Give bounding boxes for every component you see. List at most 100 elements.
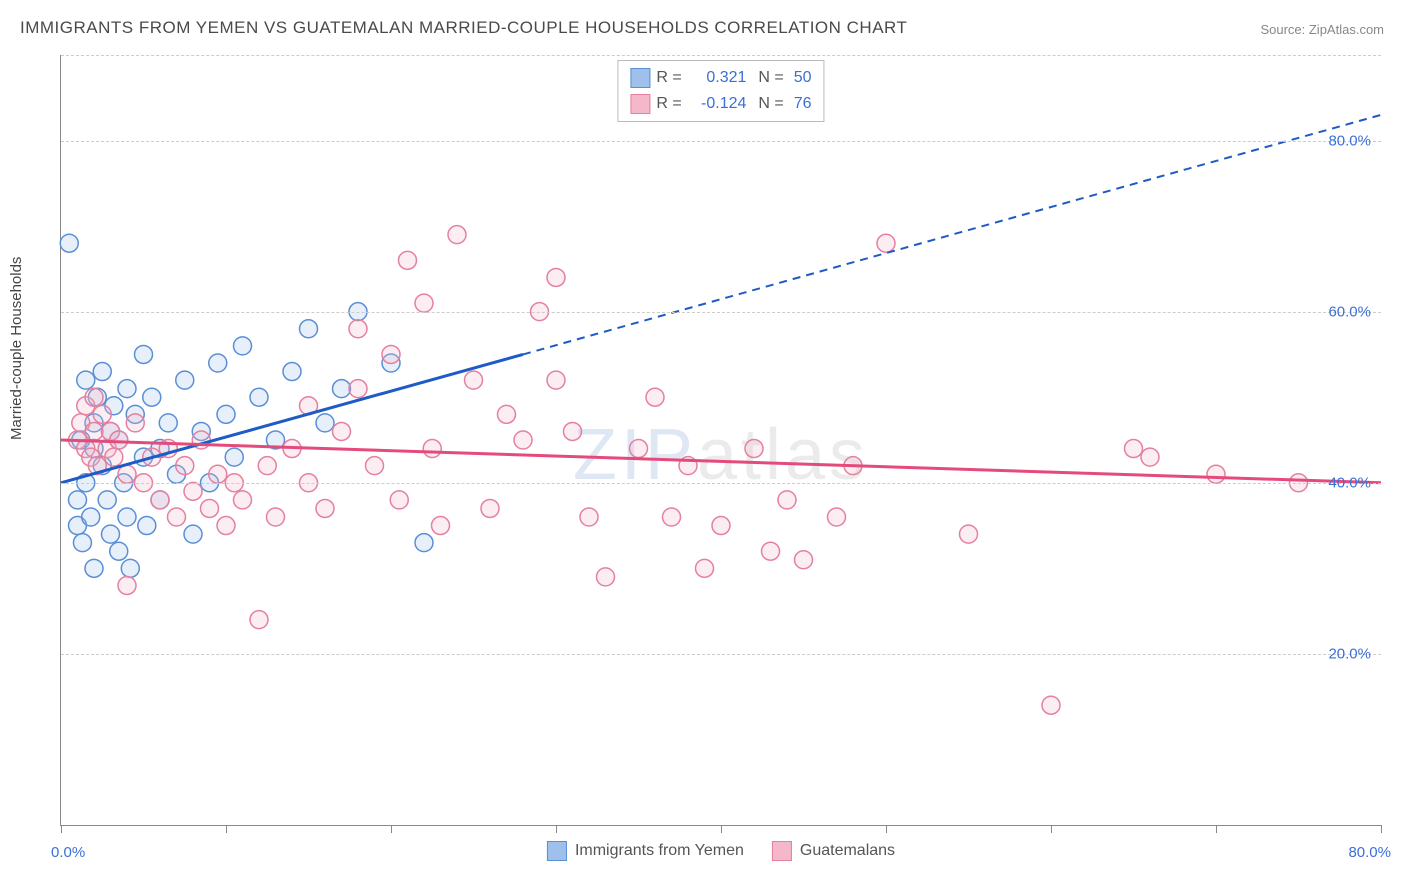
legend-row-yemen: R = 0.321 N = 50 [630, 65, 811, 91]
swatch-icon [547, 841, 567, 861]
r-value-yemen: 0.321 [690, 69, 746, 87]
r-label: R = [656, 69, 684, 87]
scatter-point [102, 525, 120, 543]
x-tick [61, 825, 62, 833]
scatter-point [258, 457, 276, 475]
n-value-guatemalan: 76 [794, 95, 812, 113]
scatter-point [184, 525, 202, 543]
scatter-point [1207, 465, 1225, 483]
scatter-point [217, 517, 235, 535]
scatter-point [1125, 440, 1143, 458]
scatter-point [333, 380, 351, 398]
scatter-point [121, 559, 139, 577]
scatter-point [217, 405, 235, 423]
scatter-point [209, 465, 227, 483]
scatter-point [135, 345, 153, 363]
scatter-point [201, 499, 219, 517]
scatter-point [712, 517, 730, 535]
scatter-point [481, 499, 499, 517]
chart-title: IMMIGRANTS FROM YEMEN VS GUATEMALAN MARR… [20, 18, 907, 38]
scatter-point [138, 517, 156, 535]
scatter-point [778, 491, 796, 509]
scatter-point [349, 320, 367, 338]
scatter-point [423, 440, 441, 458]
scatter-point [1042, 696, 1060, 714]
scatter-point [432, 517, 450, 535]
scatter-point [547, 268, 565, 286]
scatter-point [646, 388, 664, 406]
y-tick-label: 60.0% [1328, 303, 1371, 320]
scatter-point [795, 551, 813, 569]
source-label: Source: ZipAtlas.com [1260, 22, 1384, 37]
x-tick [721, 825, 722, 833]
n-label: N = [758, 95, 783, 113]
scatter-point [60, 234, 78, 252]
scatter-point [73, 534, 91, 552]
chart-area: ZIPatlas R = 0.321 N = 50 R = -0.124 N =… [60, 55, 1381, 826]
scatter-point [498, 405, 516, 423]
swatch-yemen [630, 68, 650, 88]
y-tick-label: 40.0% [1328, 474, 1371, 491]
scatter-point [745, 440, 763, 458]
scatter-point [597, 568, 615, 586]
scatter-point [663, 508, 681, 526]
scatter-point [316, 414, 334, 432]
legend-label: Guatemalans [800, 842, 895, 860]
scatter-point [98, 491, 116, 509]
scatter-point [415, 534, 433, 552]
scatter-point [696, 559, 714, 577]
scatter-point [209, 354, 227, 372]
scatter-point [143, 388, 161, 406]
scatter-point [93, 363, 111, 381]
swatch-guatemalan [630, 94, 650, 114]
scatter-point [465, 371, 483, 389]
scatter-point [564, 422, 582, 440]
scatter-point [77, 371, 95, 389]
scatter-point [85, 388, 103, 406]
x-tick [1381, 825, 1382, 833]
scatter-point [415, 294, 433, 312]
legend-item-guatemalan: Guatemalans [772, 841, 895, 861]
gridline [61, 483, 1381, 484]
scatter-point [85, 559, 103, 577]
series-legend: Immigrants from Yemen Guatemalans [547, 841, 895, 861]
gridline [61, 654, 1381, 655]
scatter-point [69, 491, 87, 509]
legend-row-guatemalan: R = -0.124 N = 76 [630, 91, 811, 117]
y-axis-label: Married-couple Households [8, 257, 25, 440]
y-tick-label: 80.0% [1328, 132, 1371, 149]
scatter-plot [61, 55, 1381, 825]
x-tick [1216, 825, 1217, 833]
scatter-point [93, 405, 111, 423]
scatter-point [234, 337, 252, 355]
scatter-point [159, 414, 177, 432]
scatter-point [184, 482, 202, 500]
x-min-label: 0.0% [51, 844, 85, 861]
scatter-point [85, 422, 103, 440]
scatter-point [390, 491, 408, 509]
scatter-point [316, 499, 334, 517]
scatter-point [580, 508, 598, 526]
scatter-point [382, 345, 400, 363]
correlation-legend: R = 0.321 N = 50 R = -0.124 N = 76 [617, 60, 824, 122]
scatter-point [118, 380, 136, 398]
swatch-icon [772, 841, 792, 861]
scatter-point [283, 363, 301, 381]
x-tick [226, 825, 227, 833]
scatter-point [118, 508, 136, 526]
n-value-yemen: 50 [794, 69, 812, 87]
scatter-point [349, 380, 367, 398]
scatter-point [547, 371, 565, 389]
n-label: N = [758, 69, 783, 87]
legend-item-yemen: Immigrants from Yemen [547, 841, 744, 861]
r-label: R = [656, 95, 684, 113]
x-tick [1051, 825, 1052, 833]
r-value-guatemalan: -0.124 [690, 95, 746, 113]
legend-label: Immigrants from Yemen [575, 842, 744, 860]
scatter-point [514, 431, 532, 449]
scatter-point [225, 448, 243, 466]
gridline [61, 55, 1381, 56]
x-tick [556, 825, 557, 833]
scatter-point [110, 542, 128, 560]
trend-line-dashed [523, 115, 1381, 355]
